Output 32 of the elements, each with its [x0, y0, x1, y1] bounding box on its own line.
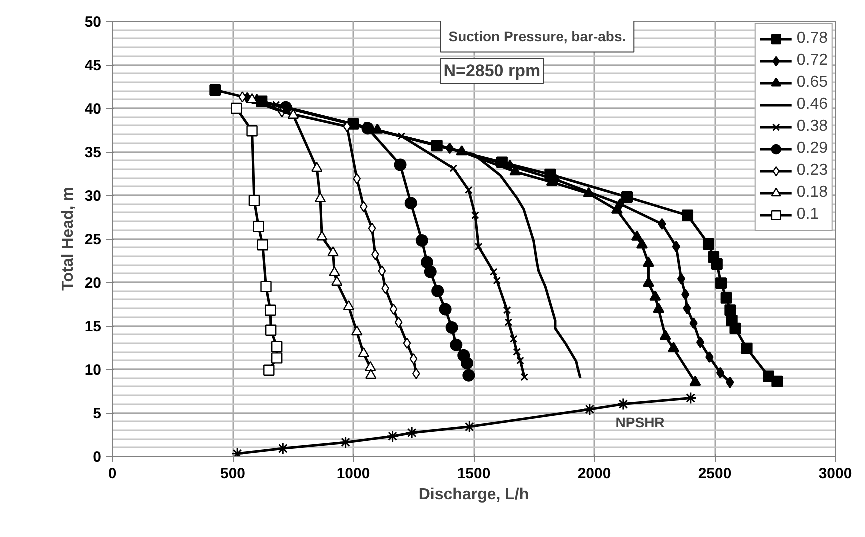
legend-label: 0.38 [796, 117, 828, 137]
y-tick-label: 10 [84, 362, 102, 379]
x-tick-label: 2500 [698, 466, 732, 482]
y-tick-label: 0 [93, 449, 102, 466]
y-axis-title: Total Head, m [60, 187, 77, 291]
legend-label: 0.29 [796, 139, 828, 159]
y-tick-label: 35 [84, 144, 102, 162]
legend-label: 0.72 [796, 51, 828, 71]
x-axis-title: Discharge, L/h [418, 486, 530, 504]
annotation: NPSHR [616, 414, 665, 431]
legend-label: 0.46 [796, 95, 828, 115]
legend-label: 0.23 [796, 161, 828, 181]
y-tick-label: 45 [84, 58, 102, 74]
legend-label: 0.18 [796, 183, 828, 203]
legend-label: 0.65 [796, 73, 828, 93]
legend-label: 0.1 [796, 205, 820, 225]
x-tick-label: 1500 [457, 466, 491, 482]
x-tick-label: 500 [220, 466, 246, 482]
legend-label: 0.78 [796, 29, 828, 49]
x-tick-label: 2000 [578, 466, 612, 482]
x-tick-label: 1000 [336, 466, 370, 482]
y-tick-label: 5 [93, 406, 102, 422]
y-tick-label: 15 [84, 318, 102, 336]
annotation: N=2850 rpm [444, 62, 541, 81]
y-tick-label: 30 [84, 188, 102, 205]
y-tick-label: 20 [84, 275, 102, 292]
y-tick-label: 25 [84, 232, 102, 248]
x-tick-label: 0 [108, 466, 117, 482]
legend-title: Suction Pressure, bar-abs. [448, 28, 626, 44]
x-tick-label: 3000 [818, 466, 852, 482]
y-tick-label: 40 [84, 101, 102, 118]
y-tick-label: 50 [84, 14, 102, 31]
